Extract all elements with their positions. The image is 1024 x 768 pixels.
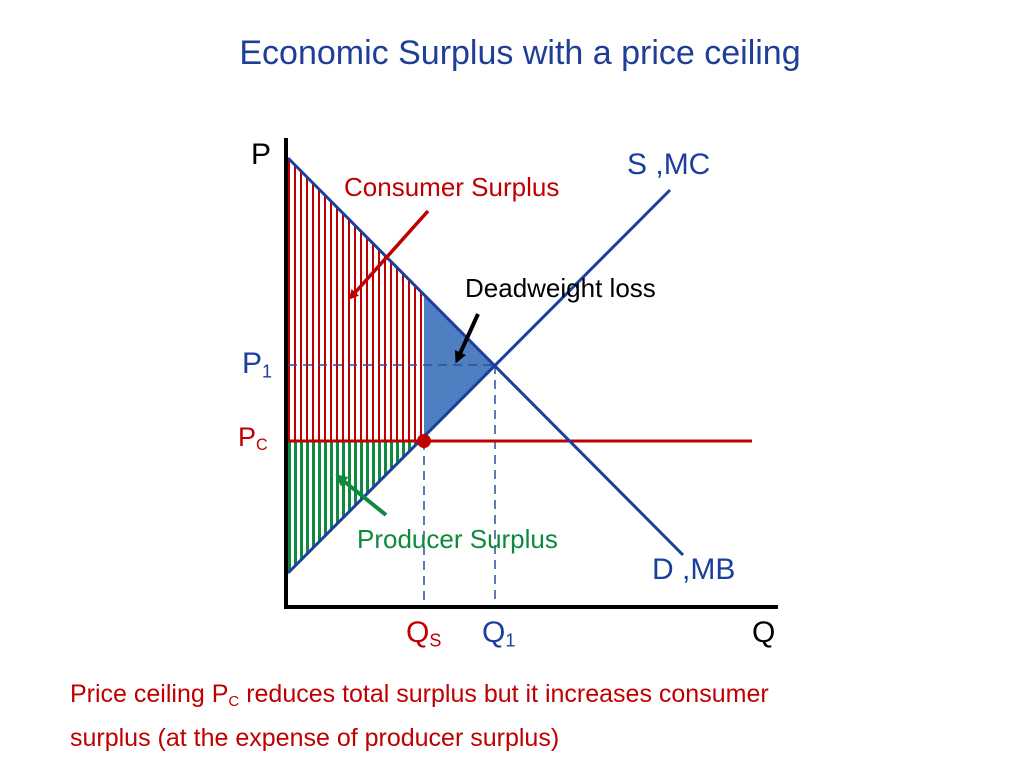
p1-sub: 1 (262, 361, 273, 382)
footnote-line-1-b: reduces total surplus but it increases c… (239, 680, 769, 708)
footnote: Price ceiling PC reduces total surplus b… (70, 676, 970, 756)
supply-label-alt: MC (663, 148, 711, 181)
producer-surplus-label: Producer Surplus (357, 524, 558, 554)
footnote-line-1: Price ceiling PC reduces total surplus b… (70, 676, 970, 720)
demand-label-sep: , (673, 553, 691, 586)
deadweight-loss-label: Deadweight loss (465, 273, 656, 303)
demand-label-alt: MB (690, 553, 736, 586)
p1-main: P (242, 347, 263, 380)
consumer-surplus-arrow (348, 209, 430, 300)
p1-label: P1 (242, 347, 272, 383)
deadweight-loss-region (424, 295, 495, 437)
deadweight-loss-arrow (455, 313, 480, 364)
footnote-line-1-a: Price ceiling P (70, 680, 229, 708)
supply-label-main: S (627, 148, 648, 181)
ceiling-point (417, 434, 431, 448)
x-axis-label: Q (752, 616, 776, 649)
page-title: Economic Surplus with a price ceiling (239, 34, 801, 72)
footnote-line-2: surplus (at the expense of producer surp… (70, 723, 560, 752)
qs-label: QS (406, 616, 441, 652)
producer-surplus-arrow (335, 474, 388, 517)
consumer-surplus-label: Consumer Surplus (344, 172, 560, 202)
q1-label: Q1 (482, 616, 515, 652)
supply-label: S ,MC (627, 148, 710, 182)
pc-label: PC (238, 422, 268, 455)
demand-label: D ,MB (652, 553, 735, 587)
demand-curve (286, 156, 685, 557)
qs-sub: S (429, 630, 442, 651)
pc-main: P (238, 422, 257, 452)
demand-label-main: D (652, 553, 674, 586)
supply-label-sep: , (647, 148, 664, 181)
qs-main: Q (406, 616, 430, 649)
footnote-line-1-sub: C (228, 692, 240, 710)
q1-main: Q (482, 616, 506, 649)
pc-sub: C (256, 436, 268, 455)
q1-sub: 1 (505, 630, 516, 651)
supply-curve (286, 188, 672, 575)
y-axis-label: P (251, 138, 272, 171)
